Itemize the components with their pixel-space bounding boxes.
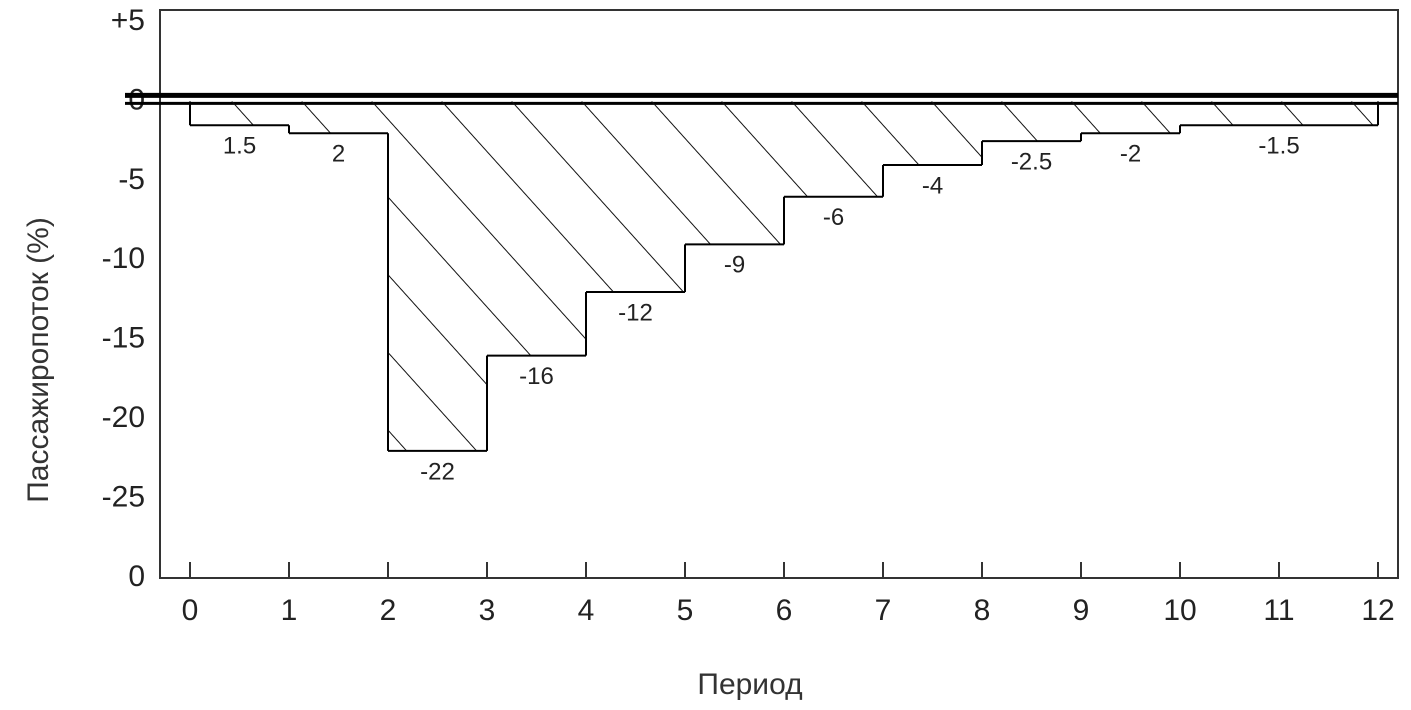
step-area [784, 101, 883, 197]
step-area [190, 101, 289, 126]
y-tick-label: -25 [102, 480, 145, 513]
x-tick-label: 1 [281, 594, 298, 627]
x-tick-label: 9 [1073, 594, 1090, 627]
value-label: -9 [724, 252, 745, 279]
step-area [487, 101, 586, 356]
step-area [982, 101, 1081, 142]
step-area [883, 101, 982, 165]
value-label: -12 [618, 299, 653, 326]
y-tick-label: -15 [102, 322, 145, 355]
x-tick-label: 12 [1361, 594, 1394, 627]
y-axis-label: Пассажиропоток (%) [22, 217, 55, 503]
value-label: -2.5 [1011, 148, 1052, 175]
x-tick-label: 5 [677, 594, 694, 627]
y-tick-label: -5 [118, 163, 145, 196]
x-tick-label: 0 [182, 594, 199, 627]
value-label: -4 [922, 172, 943, 199]
x-tick-label: 10 [1163, 594, 1196, 627]
step-area [685, 101, 784, 245]
x-axis-label: Период [697, 668, 802, 701]
plot-frame [159, 9, 1399, 579]
value-label: -22 [420, 458, 455, 485]
x-tick-label: 4 [578, 594, 595, 627]
y-tick-label: 0 [128, 83, 145, 116]
step-area [388, 101, 487, 451]
step-area [289, 101, 388, 134]
x-tick-label: 8 [974, 594, 991, 627]
value-label: -1.5 [1258, 133, 1299, 160]
y-tick-label: -10 [102, 242, 145, 275]
value-label: -6 [823, 204, 844, 231]
value-label: 1.5 [223, 133, 256, 160]
x-tick-label: 3 [479, 594, 496, 627]
value-label: 2 [332, 141, 345, 168]
value-label: -16 [519, 363, 554, 390]
x-tick-label: 7 [875, 594, 892, 627]
step-area [1081, 101, 1180, 134]
step-area [586, 101, 685, 293]
y-tick-label: +5 [111, 4, 145, 37]
y-tick-label: 0 [128, 560, 145, 593]
x-tick-label: 2 [380, 594, 397, 627]
x-tick-label: 6 [776, 594, 793, 627]
step-area [1180, 101, 1378, 126]
x-tick-label: 11 [1263, 594, 1294, 627]
y-tick-label: -20 [102, 401, 145, 434]
value-label: -2 [1120, 141, 1141, 168]
